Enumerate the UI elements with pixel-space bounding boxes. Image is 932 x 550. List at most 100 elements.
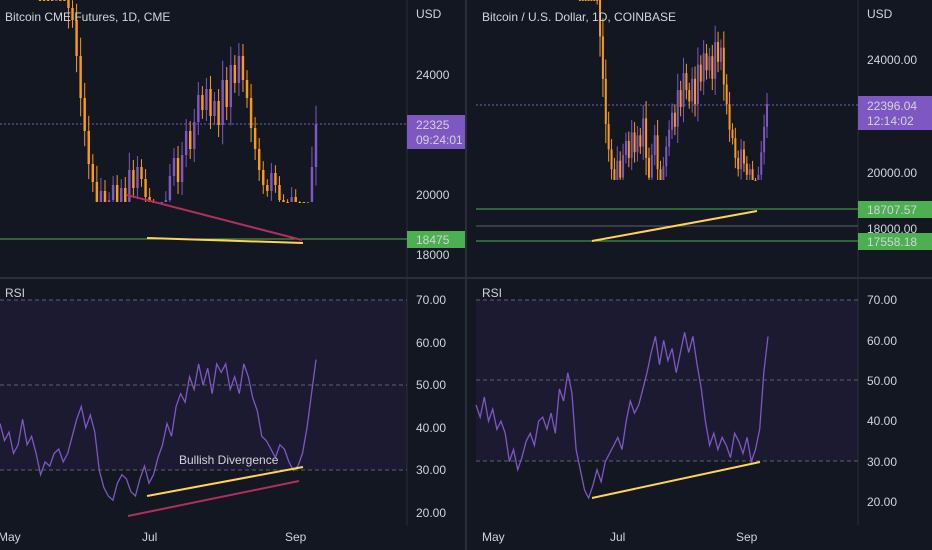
price-trendline-right — [591, 210, 758, 242]
candle-right — [590, 0, 593, 1]
candle-right — [642, 118, 645, 147]
candle-right — [619, 160, 622, 178]
candle-left — [176, 158, 180, 182]
candle-right — [610, 149, 613, 170]
candle-right — [760, 152, 763, 175]
candle-left — [298, 202, 301, 203]
price-downtrend-left — [126, 194, 303, 241]
rsi-tick-right-70: 70.00 — [867, 293, 897, 307]
candle-right — [665, 146, 668, 167]
candle-left — [249, 98, 253, 128]
candle-left — [63, 0, 66, 1]
candle-left — [103, 191, 107, 202]
candle-left — [38, 0, 42, 1]
candle-right — [593, 0, 596, 1]
candle-right — [656, 135, 659, 170]
candle-right — [616, 160, 619, 180]
candle-right — [728, 104, 731, 130]
candle-right — [587, 0, 590, 1]
candle-left — [233, 65, 237, 83]
price-trendline-left — [146, 237, 304, 244]
support-lower-right: 17558.18 — [867, 235, 917, 249]
candle-right — [645, 118, 648, 158]
countdown-left: 09:24:01 — [416, 133, 463, 147]
bullish-divergence-annotation: Bullish Divergence — [179, 453, 279, 467]
candle-left — [270, 173, 273, 191]
candle-right — [633, 132, 636, 153]
candle-left — [314, 124, 318, 167]
candle-left — [46, 0, 50, 1]
support-upper-right: 18707.57 — [867, 203, 917, 217]
candle-left — [164, 200, 168, 202]
candle-right — [705, 53, 708, 71]
currency-label-left: USD — [416, 7, 442, 21]
candle-left — [282, 200, 285, 202]
candle-right — [599, 0, 602, 37]
candle-right — [722, 47, 725, 85]
candle-left — [75, 20, 78, 56]
candle-right — [696, 64, 699, 105]
rsi-line-left — [0, 359, 317, 502]
current-price-left: 22325 — [416, 118, 450, 132]
candle-right — [604, 78, 607, 124]
candle-right — [668, 129, 671, 147]
rsi-downtrend-left — [127, 480, 300, 517]
candle-left — [95, 182, 99, 202]
rsi-tick-left-20: 20.00 — [416, 506, 446, 520]
candle-right — [699, 64, 702, 82]
candle-left — [136, 167, 139, 188]
candle-right — [682, 73, 685, 108]
x-tick-right-sep: Sep — [736, 530, 758, 544]
rsi-label-right: RSI — [482, 286, 502, 300]
rsi-tick-right-40: 40.00 — [867, 414, 897, 428]
candle-right — [737, 157, 740, 170]
current-price-badge-left — [407, 115, 465, 149]
candle-right — [613, 169, 616, 180]
price-tick-left-20000: 20000 — [416, 188, 450, 202]
candle-left — [107, 200, 111, 202]
candle-left — [188, 131, 192, 149]
candle-left — [140, 167, 143, 179]
candle-left — [128, 170, 131, 202]
currency-label-right: USD — [867, 7, 893, 21]
candle-right — [671, 112, 673, 130]
candle-right — [676, 90, 679, 127]
candle-left — [168, 176, 172, 200]
candle-left — [59, 0, 62, 1]
candle-left — [290, 197, 293, 202]
candle-left — [302, 202, 306, 203]
countdown-right: 12:14:02 — [867, 114, 914, 128]
candle-right — [653, 135, 656, 156]
candle-left — [274, 173, 277, 185]
candle-right — [688, 90, 691, 102]
candle-left — [213, 101, 216, 116]
candle-left — [144, 179, 147, 197]
candle-left — [67, 0, 70, 8]
candle-right — [717, 42, 720, 62]
candle-left — [120, 188, 123, 202]
candle-right — [622, 155, 625, 178]
candle-left — [225, 80, 228, 107]
x-tick-right-jul: Jul — [610, 530, 625, 544]
candle-left — [87, 131, 90, 164]
candle-right — [685, 73, 688, 91]
candle-left — [51, 0, 54, 1]
candle-right — [757, 174, 760, 180]
candle-right — [725, 84, 728, 105]
candle-left — [262, 170, 265, 185]
price-tick-right-18000: 18000.00 — [867, 222, 917, 236]
candle-left — [79, 56, 82, 98]
rsi-tick-right-30: 30.00 — [867, 455, 897, 469]
candles-left — [38, 0, 318, 203]
rsi-tick-left-70: 70.00 — [416, 293, 446, 307]
candle-left — [180, 155, 184, 182]
support-badge-right-lower — [858, 233, 932, 250]
candle-right — [719, 47, 722, 62]
candle-left — [278, 185, 281, 200]
candle-left — [42, 0, 46, 1]
price-tick-left-18000: 18000 — [416, 248, 450, 262]
rsi-tick-left-40: 40.00 — [416, 421, 446, 435]
candle-left — [245, 80, 249, 98]
